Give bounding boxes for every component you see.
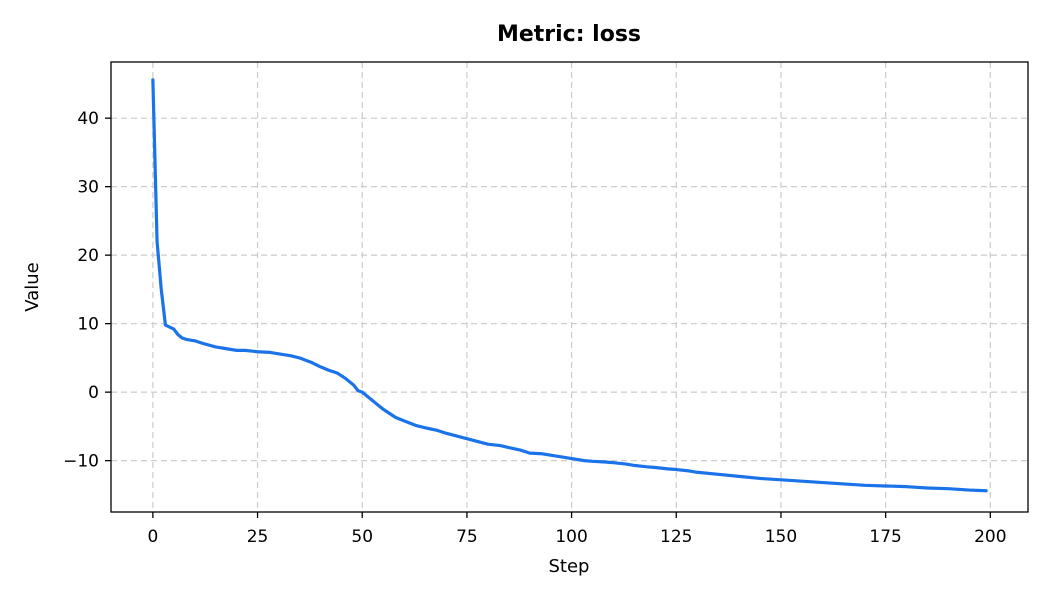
y-tick-label: −10 xyxy=(63,452,99,472)
y-tick-label: 40 xyxy=(77,109,99,129)
x-tick-label: 50 xyxy=(351,527,373,547)
y-tick-label: 30 xyxy=(77,178,99,198)
x-tick-label: 125 xyxy=(660,527,692,547)
y-axis-label: Value xyxy=(22,262,43,311)
series-layer xyxy=(151,78,988,493)
x-axis-label: Step xyxy=(549,556,590,577)
x-tick-label: 200 xyxy=(974,527,1006,547)
y-axis-ticks: −10 0 10 20 30 40 xyxy=(63,109,111,472)
y-tick-label: 20 xyxy=(77,246,99,266)
x-tick-label: 150 xyxy=(765,527,797,547)
x-tick-label: 175 xyxy=(869,527,901,547)
plot-frame xyxy=(110,61,1029,513)
loss-series-line xyxy=(151,78,988,493)
chart-title: Metric: loss xyxy=(497,22,641,47)
x-tick-label: 75 xyxy=(456,527,478,547)
grid xyxy=(111,62,1028,512)
y-tick-label: 10 xyxy=(77,315,99,335)
x-axis-ticks: 0 25 50 75 100 125 150 175 200 xyxy=(147,512,1007,547)
x-tick-label: 25 xyxy=(247,527,269,547)
y-tick-label: 0 xyxy=(88,383,99,403)
x-tick-label: 100 xyxy=(555,527,587,547)
x-tick-label: 0 xyxy=(147,527,158,547)
